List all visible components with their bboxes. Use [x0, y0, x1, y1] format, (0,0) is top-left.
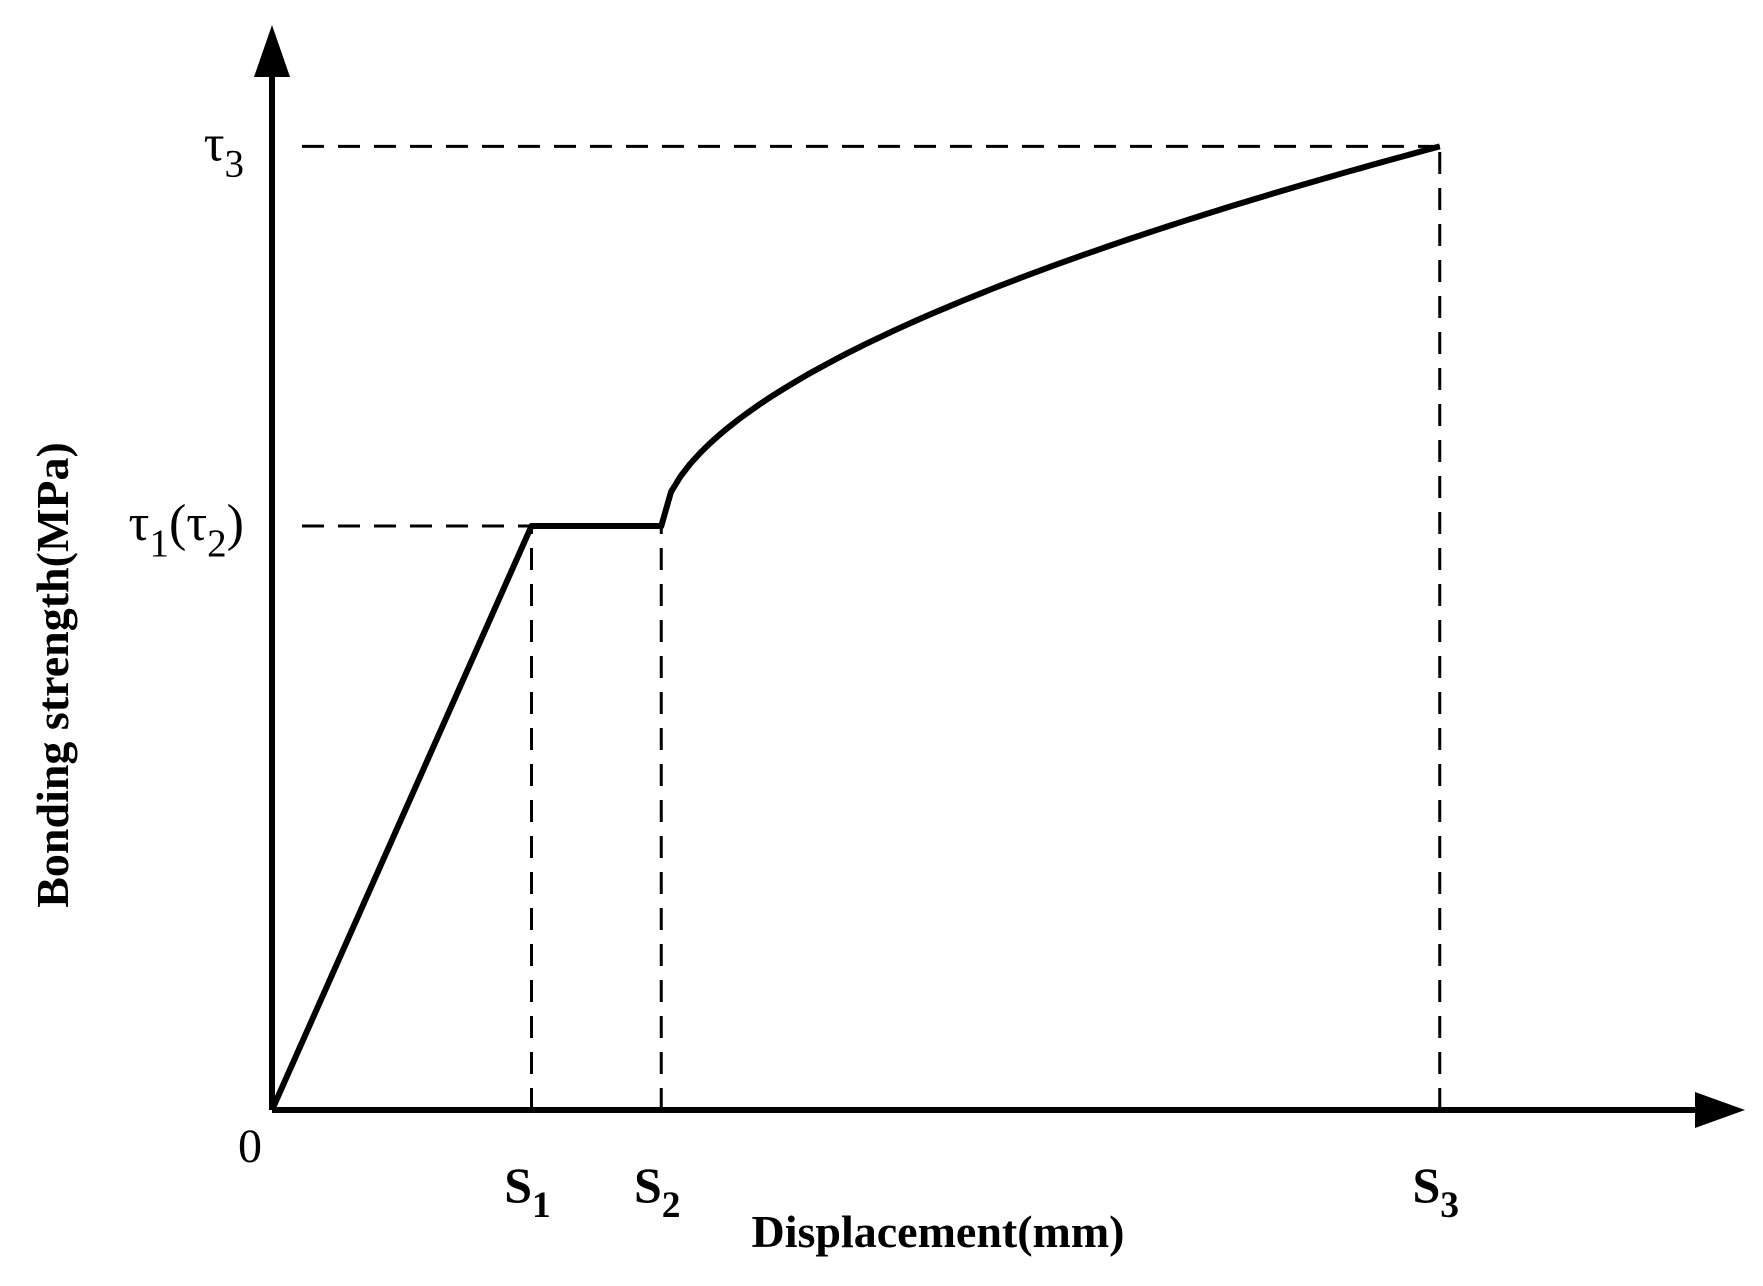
y-tick-label: τ1(τ2) [129, 495, 244, 565]
axes [254, 25, 1745, 1128]
x-axis-label: Displacement(mm) [751, 1206, 1124, 1257]
x-tick-label: S2 [634, 1157, 681, 1226]
x-tick-label: S3 [1412, 1157, 1459, 1226]
tick-labels: S1 S2 S3 τ1(τ2) τ3 [129, 115, 1459, 1226]
y-axis-arrow-icon [254, 25, 290, 77]
x-tick-label: S1 [504, 1157, 551, 1226]
labels: 0 Displacement(mm) Bonding strength(MPa) [27, 442, 1125, 1257]
guide-lines [302, 144, 1442, 1110]
y-tick-label: τ3 [204, 115, 244, 185]
origin-label: 0 [238, 1120, 262, 1173]
bond-slip-curve [269, 143, 1441, 1112]
x-axis-arrow-icon [1695, 1092, 1745, 1128]
y-axis-label: Bonding strength(MPa) [27, 442, 78, 908]
